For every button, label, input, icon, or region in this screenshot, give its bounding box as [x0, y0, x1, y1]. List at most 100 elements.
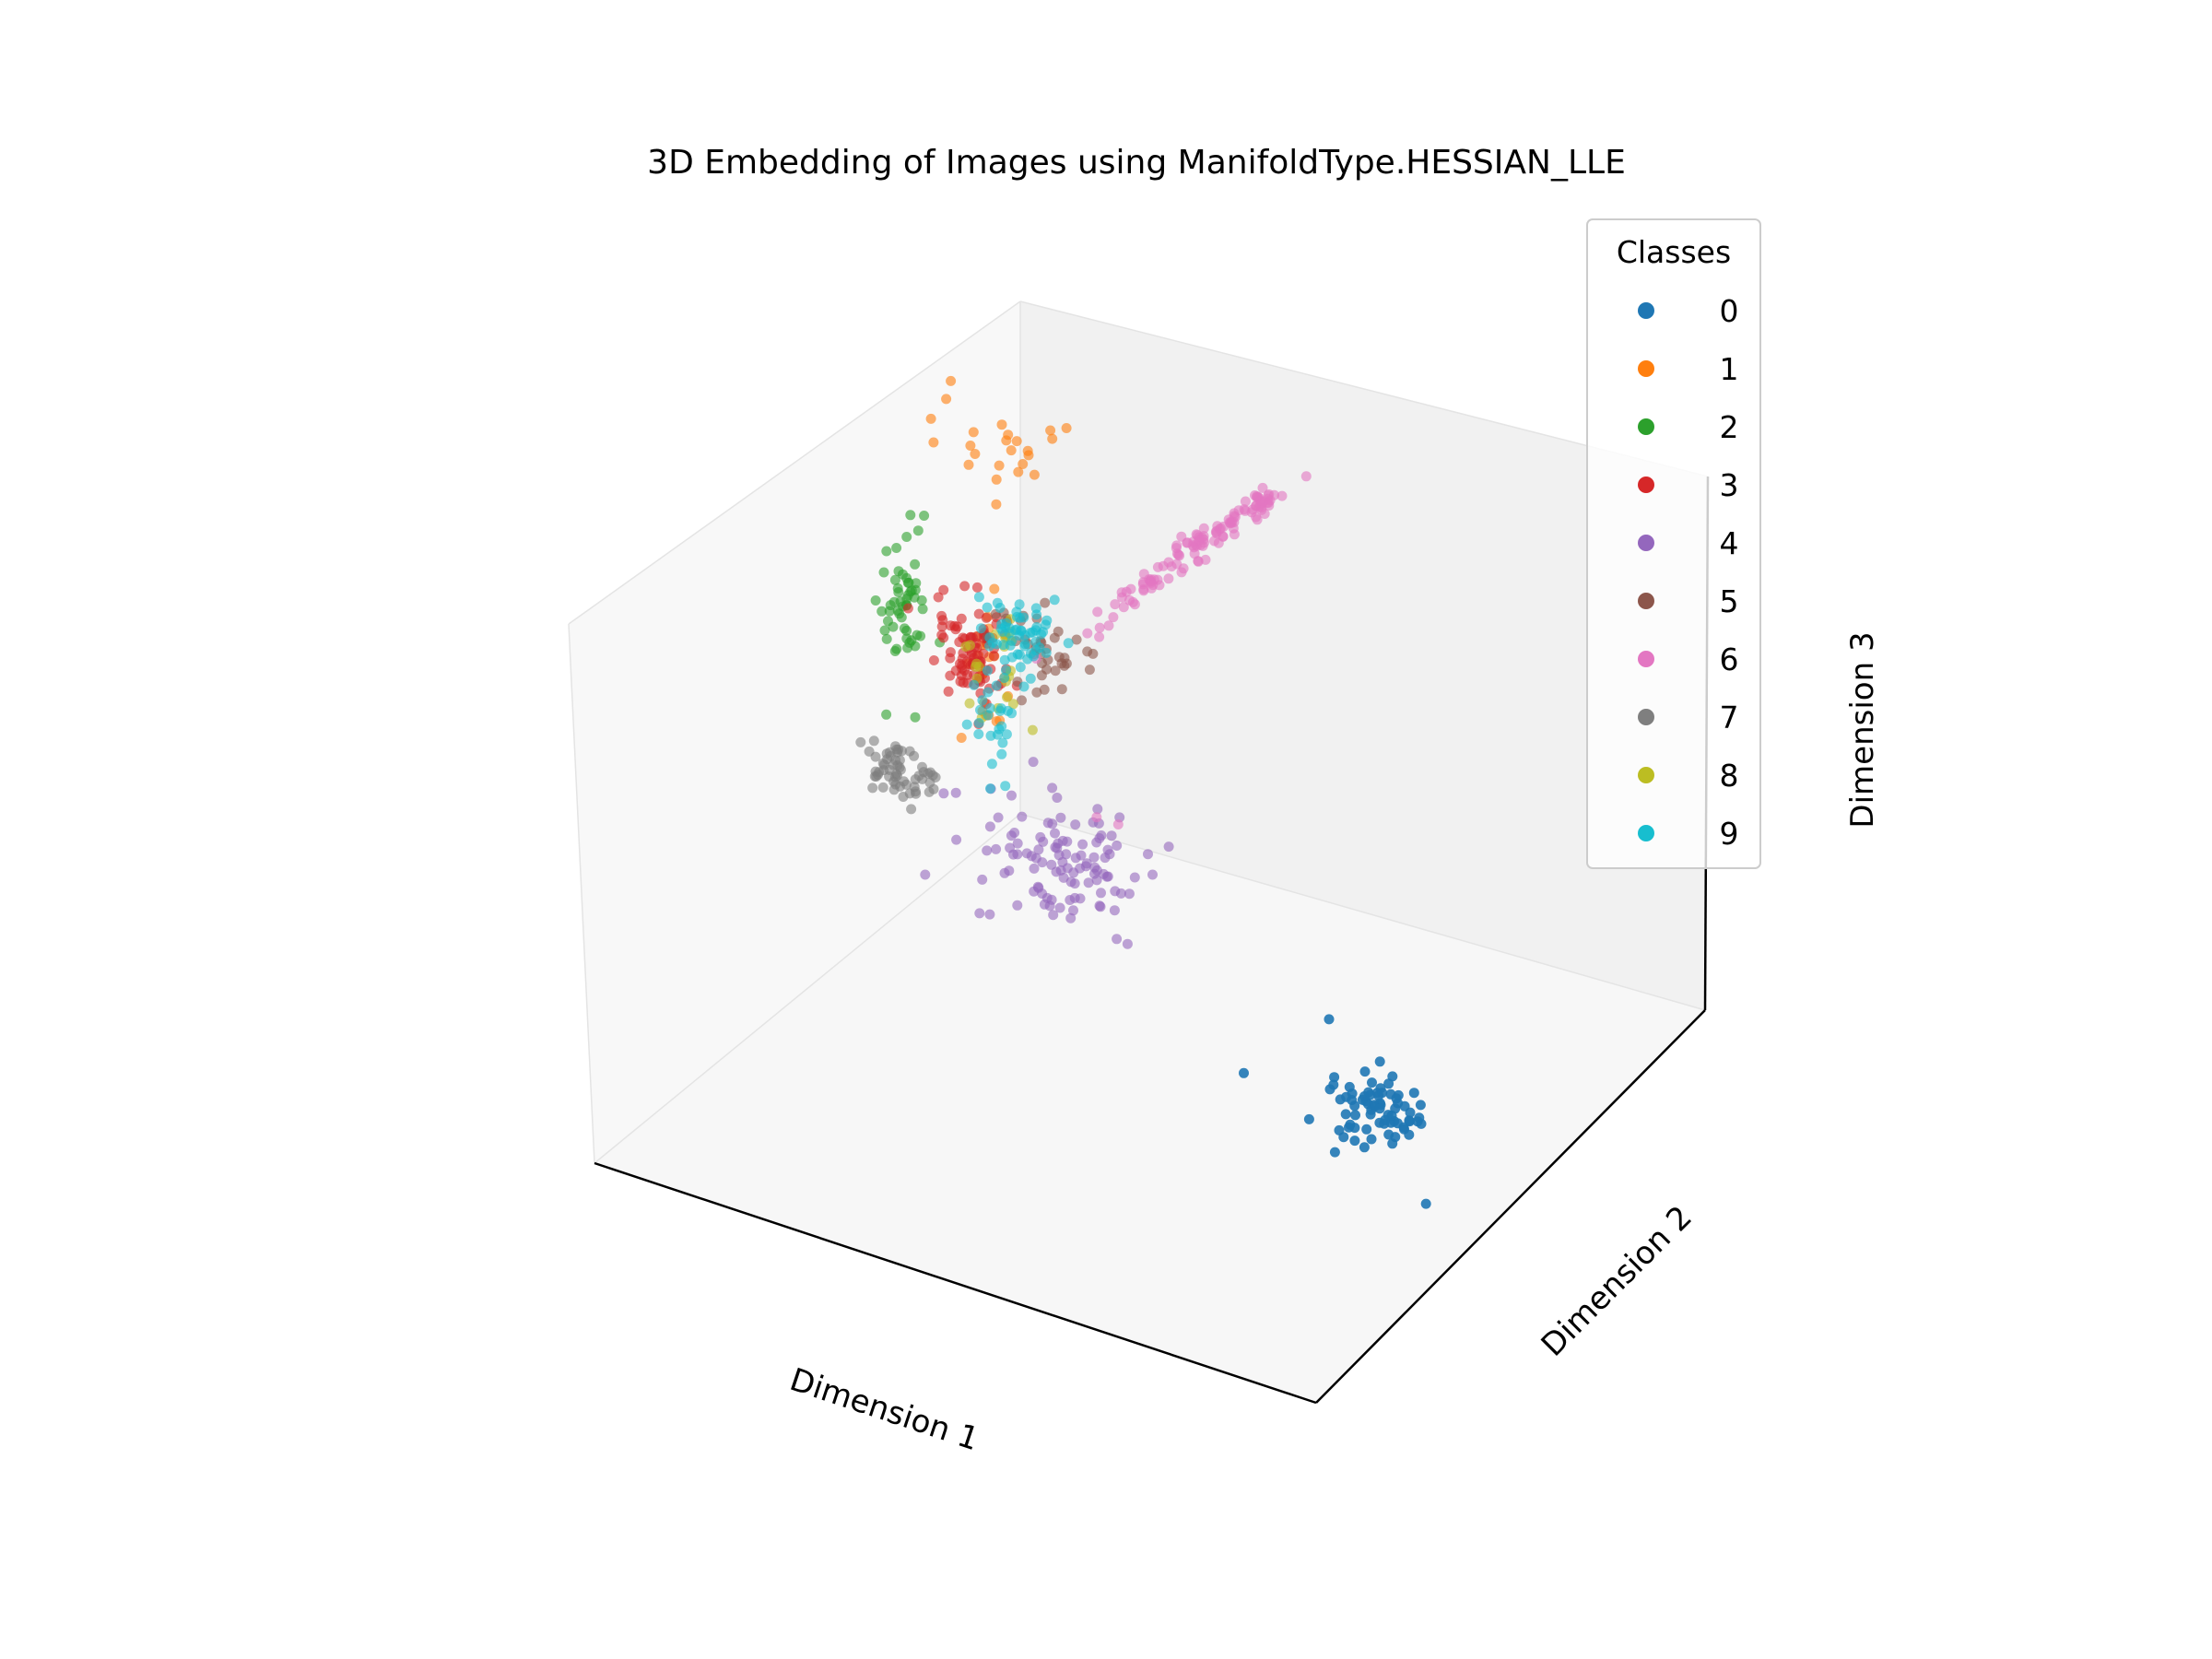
point-class-4 — [1129, 872, 1140, 883]
point-class-6 — [1116, 587, 1127, 598]
point-class-2 — [910, 559, 921, 570]
point-class-3 — [936, 629, 947, 641]
point-class-4 — [1163, 841, 1174, 853]
point-class-4 — [1088, 852, 1100, 863]
point-class-3 — [938, 584, 949, 595]
series-6 — [1030, 471, 1312, 830]
point-class-4 — [1102, 844, 1113, 855]
legend: Classes 0 1 2 3 4 5 6 7 8 9 — [1586, 218, 1761, 869]
point-class-9 — [982, 665, 993, 677]
point-class-6 — [1091, 812, 1102, 823]
point-class-0 — [1415, 1100, 1426, 1111]
point-class-6 — [1188, 536, 1199, 547]
point-class-6 — [1210, 526, 1221, 537]
series-9 — [961, 592, 1074, 794]
point-class-4 — [1046, 894, 1057, 905]
point-class-6 — [1171, 559, 1182, 570]
point-class-9 — [1006, 708, 1018, 719]
point-class-6 — [1255, 500, 1266, 511]
point-class-4 — [1100, 853, 1111, 864]
point-class-3 — [943, 686, 954, 697]
point-class-6 — [1257, 482, 1268, 493]
point-class-9 — [996, 748, 1007, 759]
point-class-9 — [977, 695, 988, 706]
point-class-4 — [1012, 838, 1023, 849]
point-class-9 — [1006, 635, 1018, 646]
point-class-9 — [1015, 662, 1026, 673]
point-class-9 — [1025, 673, 1036, 684]
point-class-4 — [1006, 790, 1017, 801]
point-class-3 — [959, 665, 970, 676]
point-class-1 — [996, 419, 1007, 430]
point-class-5 — [1031, 687, 1042, 698]
point-class-2 — [916, 594, 927, 606]
point-class-6 — [1108, 612, 1119, 623]
point-class-3 — [928, 655, 939, 665]
point-class-9 — [995, 703, 1006, 714]
point-class-4 — [1122, 938, 1133, 949]
point-class-2 — [901, 633, 912, 644]
point-class-9 — [984, 641, 995, 652]
point-class-1 — [1045, 425, 1056, 436]
point-class-7 — [890, 741, 900, 752]
point-class-3 — [973, 608, 984, 619]
point-class-6 — [1246, 507, 1257, 518]
point-class-0 — [1359, 1091, 1370, 1101]
point-class-4 — [1106, 830, 1117, 841]
point-class-4 — [1057, 835, 1068, 846]
point-class-2 — [901, 572, 912, 583]
point-class-7 — [900, 779, 912, 790]
point-class-6 — [1103, 620, 1114, 631]
point-class-9 — [982, 602, 993, 613]
point-class-4 — [1115, 888, 1126, 899]
point-class-6 — [1213, 537, 1224, 548]
point-class-8 — [1027, 724, 1038, 735]
point-class-6 — [1198, 523, 1209, 534]
point-class-4 — [1012, 900, 1023, 911]
point-class-4 — [1033, 882, 1044, 893]
point-class-1 — [1011, 436, 1022, 447]
point-class-6 — [1146, 577, 1157, 588]
point-class-9 — [982, 687, 994, 698]
legend-label-5: 5 — [1720, 583, 1739, 619]
point-class-2 — [881, 546, 892, 557]
point-class-0 — [1374, 1056, 1385, 1067]
point-class-6 — [1094, 622, 1105, 633]
point-class-2 — [879, 625, 890, 636]
legend-marker-5 — [1638, 593, 1654, 609]
point-class-5 — [1050, 665, 1061, 677]
point-class-4 — [1109, 905, 1120, 916]
point-class-6 — [1176, 531, 1187, 542]
point-class-7 — [924, 786, 935, 797]
point-class-5 — [1084, 665, 1095, 676]
point-class-1 — [1061, 423, 1072, 433]
x-axis-label: Dimension 1 — [785, 1361, 983, 1458]
point-class-7 — [873, 770, 883, 781]
point-class-0 — [1335, 1094, 1346, 1105]
point-class-2 — [889, 646, 900, 656]
point-class-0 — [1347, 1088, 1358, 1099]
point-class-7 — [879, 759, 889, 771]
legend-label-7: 7 — [1720, 700, 1739, 735]
back-pane — [1020, 301, 1708, 1010]
point-class-4 — [1068, 905, 1078, 916]
point-class-9 — [985, 783, 995, 794]
point-class-0 — [1365, 1109, 1376, 1120]
point-class-4 — [1089, 862, 1100, 873]
point-class-4 — [1069, 878, 1080, 889]
point-class-6 — [1176, 567, 1187, 578]
point-class-0 — [1383, 1129, 1394, 1140]
point-class-4 — [1147, 869, 1158, 880]
point-class-9 — [969, 679, 980, 690]
point-class-2 — [889, 574, 900, 585]
point-class-3 — [959, 581, 971, 592]
point-class-0 — [1340, 1109, 1351, 1120]
point-class-6 — [1223, 514, 1234, 525]
point-class-7 — [881, 748, 892, 759]
point-class-1 — [991, 499, 1002, 510]
point-class-0 — [1329, 1072, 1340, 1083]
point-class-2 — [917, 604, 928, 615]
point-class-9 — [1014, 599, 1025, 610]
point-class-4 — [993, 812, 1004, 823]
point-class-3 — [950, 624, 961, 635]
